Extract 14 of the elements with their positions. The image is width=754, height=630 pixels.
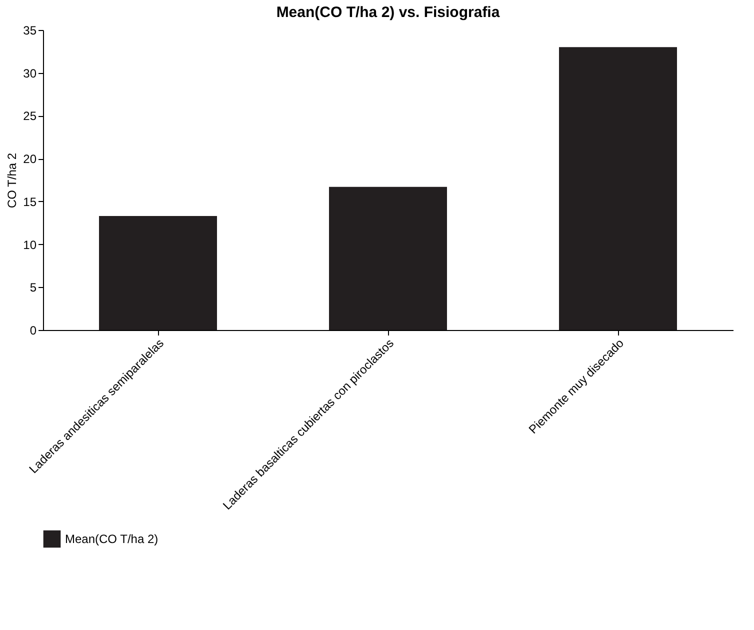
legend-label: Mean(CO T/ha 2)	[65, 532, 158, 546]
bar	[329, 186, 447, 330]
y-tick-label: 5	[30, 280, 37, 295]
bar	[99, 216, 217, 330]
y-tick-label: 20	[23, 152, 37, 166]
y-tick-label: 10	[23, 238, 37, 252]
bar	[559, 47, 677, 330]
y-tick-label: 30	[23, 66, 37, 80]
y-tick-label: 0	[30, 324, 37, 338]
y-axis-title: CO T/ha 2	[5, 152, 20, 208]
chart-title: Mean(CO T/ha 2) vs. Fisiografia	[276, 4, 500, 21]
y-tick-label: 15	[23, 194, 37, 209]
y-tick-label: 25	[23, 109, 37, 124]
y-tick-label: 35	[23, 24, 37, 38]
